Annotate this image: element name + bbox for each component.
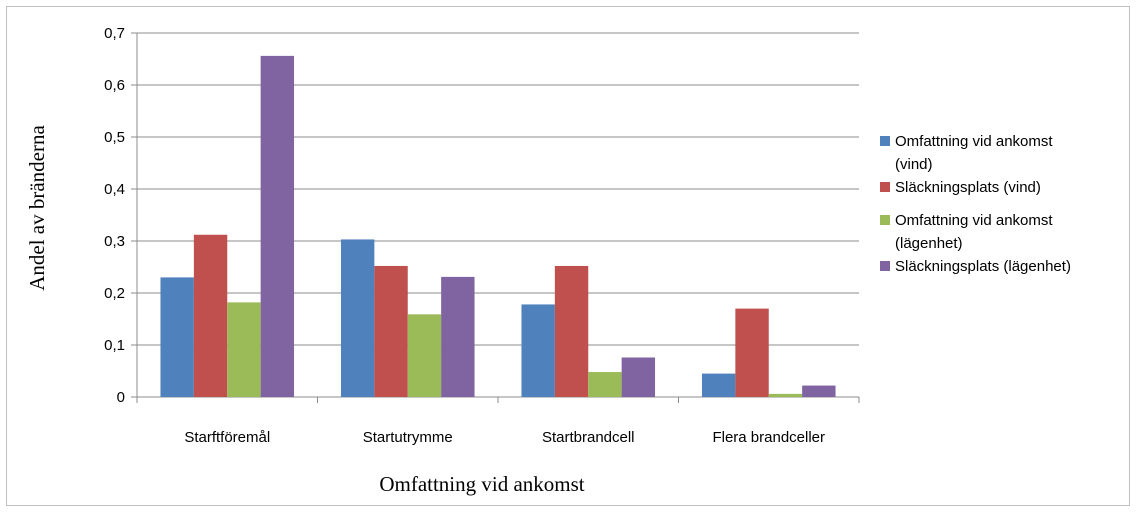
legend-item: Släckningsplats (vind): [880, 176, 1130, 199]
y-tick-label: 0,4: [104, 181, 125, 198]
bar: [374, 265, 408, 397]
y-tick-label: 0,2: [104, 285, 125, 302]
chart-frame: [6, 6, 1130, 506]
y-tick-label: 0,3: [104, 233, 125, 250]
x-tick-label: Starftföremål: [184, 429, 270, 446]
bar: [802, 385, 836, 397]
legend: Omfattning vid ankomst (vind) Släckningsp…: [880, 130, 1130, 278]
legend-swatch: [880, 215, 890, 225]
bar: [701, 373, 736, 397]
bar: [521, 304, 555, 397]
legend-item: Omfattning vid ankomst (vind): [880, 130, 1130, 176]
legend-item: Släckningsplats (lägenhet): [880, 255, 1130, 278]
gridlines: [137, 32, 859, 346]
legend-swatch: [880, 182, 890, 192]
bar: [441, 276, 475, 397]
y-tick-labels: 0 0,1 0,2 0,3 0,4 0,5 0,6 0,7: [104, 25, 125, 406]
x-tick-labels: Starftföremål Startutrymme Startbrandcell F…: [184, 429, 825, 446]
bar: [768, 393, 803, 397]
bar: [260, 55, 295, 397]
bar: [227, 302, 261, 397]
legend-label: Omfattning vid ankomst (vind): [895, 133, 1053, 173]
y-tick-label: 0,1: [104, 337, 125, 354]
legend-swatch: [880, 136, 890, 146]
bars: [160, 55, 836, 397]
legend-label: Släckningsplats (lägenhet): [895, 258, 1071, 275]
x-axis-label: Omfattning vid ankomst: [379, 472, 584, 496]
bar: [621, 357, 656, 397]
bar: [407, 314, 442, 397]
bar: [588, 372, 622, 397]
legend-label: Släckningsplats (vind): [895, 179, 1041, 196]
x-tick-label: Startutrymme: [363, 429, 453, 446]
y-tick-label: 0,5: [104, 129, 125, 146]
x-tick-label: Flera brandceller: [712, 429, 825, 446]
bar: [554, 265, 589, 397]
bar: [193, 234, 228, 397]
legend-item: Omfattning vid ankomst (lägenhet): [880, 209, 1130, 255]
x-tick-label: Startbrandcell: [542, 429, 635, 446]
bar: [735, 308, 769, 397]
y-tick-label: 0: [117, 389, 125, 406]
y-tick-label: 0,7: [104, 25, 125, 42]
y-tick-label: 0,6: [104, 77, 125, 94]
bar: [160, 277, 194, 397]
bar: [340, 239, 375, 397]
y-axis-label: Andel av bränderna: [25, 125, 49, 291]
legend-label: Omfattning vid ankomst (lägenhet): [895, 212, 1053, 252]
legend-swatch: [880, 261, 890, 271]
